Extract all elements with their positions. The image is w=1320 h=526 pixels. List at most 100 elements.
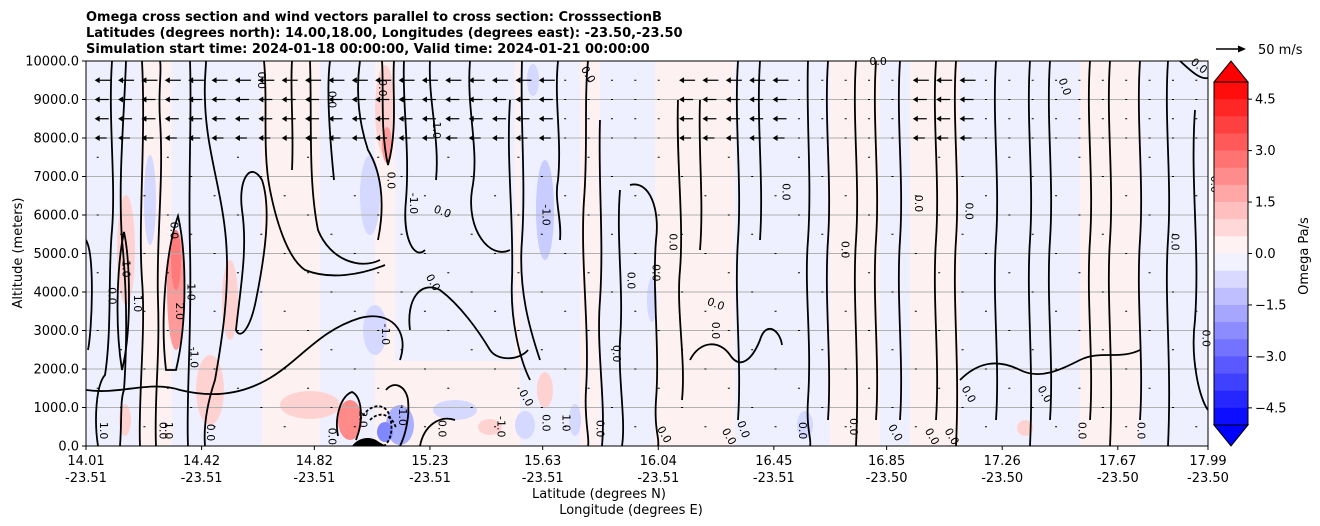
wind-dot [353,195,356,197]
colorbar-tick-label: 1.5 [1255,196,1276,211]
x-tick-label-lon: -23.50 [1097,471,1139,486]
contour-label: 0.0 [168,222,181,240]
wind-dot [377,272,380,274]
wind-dot [961,176,964,177]
wind-arrowhead [141,96,147,103]
wind-dot [1031,118,1034,120]
wind-dot [564,99,567,100]
wind-dot [283,195,286,197]
wind-dot [143,195,146,197]
x-tick-label-lat: 17.67 [1099,454,1136,469]
wind-dot [330,407,333,408]
wind-arrowhead [912,77,918,84]
wind-dot [844,310,847,312]
contour-line [336,391,362,441]
wind-dot [1148,99,1151,100]
contour-line [1179,61,1208,80]
pos-patch [338,400,362,440]
wind-dot [610,291,613,293]
contour-line [235,171,268,335]
wind-arrowhead [211,135,217,141]
contour-label: -1.0 [396,404,409,425]
wind-dot [166,214,169,216]
wind-arrowhead [328,135,334,141]
wind-arrowhead [305,135,311,141]
wind-arrowhead [141,135,147,141]
wind-dot [961,407,964,408]
wind-arrowhead [936,135,942,141]
wind-arrowhead [749,77,755,84]
contour-line [873,61,879,421]
wind-dot [1148,156,1151,158]
wind-arrowhead [281,96,287,103]
wind-dot [447,156,450,158]
wind-dot [143,253,146,254]
x-tick-label-lon: -23.50 [866,471,908,486]
wind-arrowhead [445,115,451,122]
contour-label: 1.0 [559,414,572,432]
wind-arrowhead [492,135,498,141]
wind-dot [844,118,847,120]
wind-dot [1125,426,1128,428]
x-tick-label-lon: -23.51 [637,471,679,486]
wind-dot [330,176,333,177]
contour-label: 0.0 [255,72,268,90]
contour-line [369,413,397,429]
contour-line [897,61,903,421]
wind-dot [564,137,567,139]
wind-arrowhead [538,77,544,84]
wind-dot [587,330,590,331]
contour-line [676,99,684,401]
wind-arrowhead [188,77,194,84]
contour-label: 0.0 [106,287,119,305]
wind-dot [751,176,754,177]
wind-arrowhead [281,135,287,141]
wind-dot [657,214,660,216]
wind-dot [1008,156,1011,158]
wind-dot [797,272,800,274]
wind-arrowhead [351,77,357,84]
wind-dot [797,137,800,139]
contour-line [95,61,115,446]
wind-dot [1148,214,1151,216]
wind-dot [657,79,660,81]
wind-arrowhead [188,96,194,103]
wind-arrowhead [164,115,170,122]
wind-dot [657,387,660,389]
wind-dot [400,407,403,408]
wind-arrowhead [118,115,124,122]
wind-dot [307,272,310,274]
x-tick-label-lon: -23.51 [65,471,107,486]
contour-line [162,212,186,371]
wind-dot [704,253,707,254]
y-axis: 0.0 1000.0 2000.0 3000.0 4000.0 5000.0 6000.0 7… [25,55,86,455]
contour-line [598,119,604,446]
wind-dot [1101,118,1104,120]
colorbar-segment [1214,304,1248,323]
wind-dot [774,253,777,254]
y-tick-label: 6000.0 [34,209,80,224]
wind-dot [1195,137,1198,139]
wind-dot [423,368,426,370]
wind-dot [891,176,894,177]
wind-dot [727,214,730,216]
contour-line [853,61,859,446]
wind-dot [844,79,847,81]
wind-arrowhead [492,115,498,122]
wind-arrowhead [421,135,427,141]
wind-dot [1125,253,1128,254]
wind-dot [540,176,543,177]
wind-dot [797,330,800,331]
wind-dot [1031,349,1034,351]
contour-line [805,61,812,446]
contour-line [290,61,294,171]
wind-dot [868,99,871,100]
x-tick-label-lat: 15.63 [524,454,561,469]
wind-dot [377,387,380,389]
wind-arrowhead [515,115,521,122]
wind-dot [470,176,473,177]
wind-dot [984,253,987,254]
wind-dot [564,253,567,254]
wind-dot [961,291,964,293]
